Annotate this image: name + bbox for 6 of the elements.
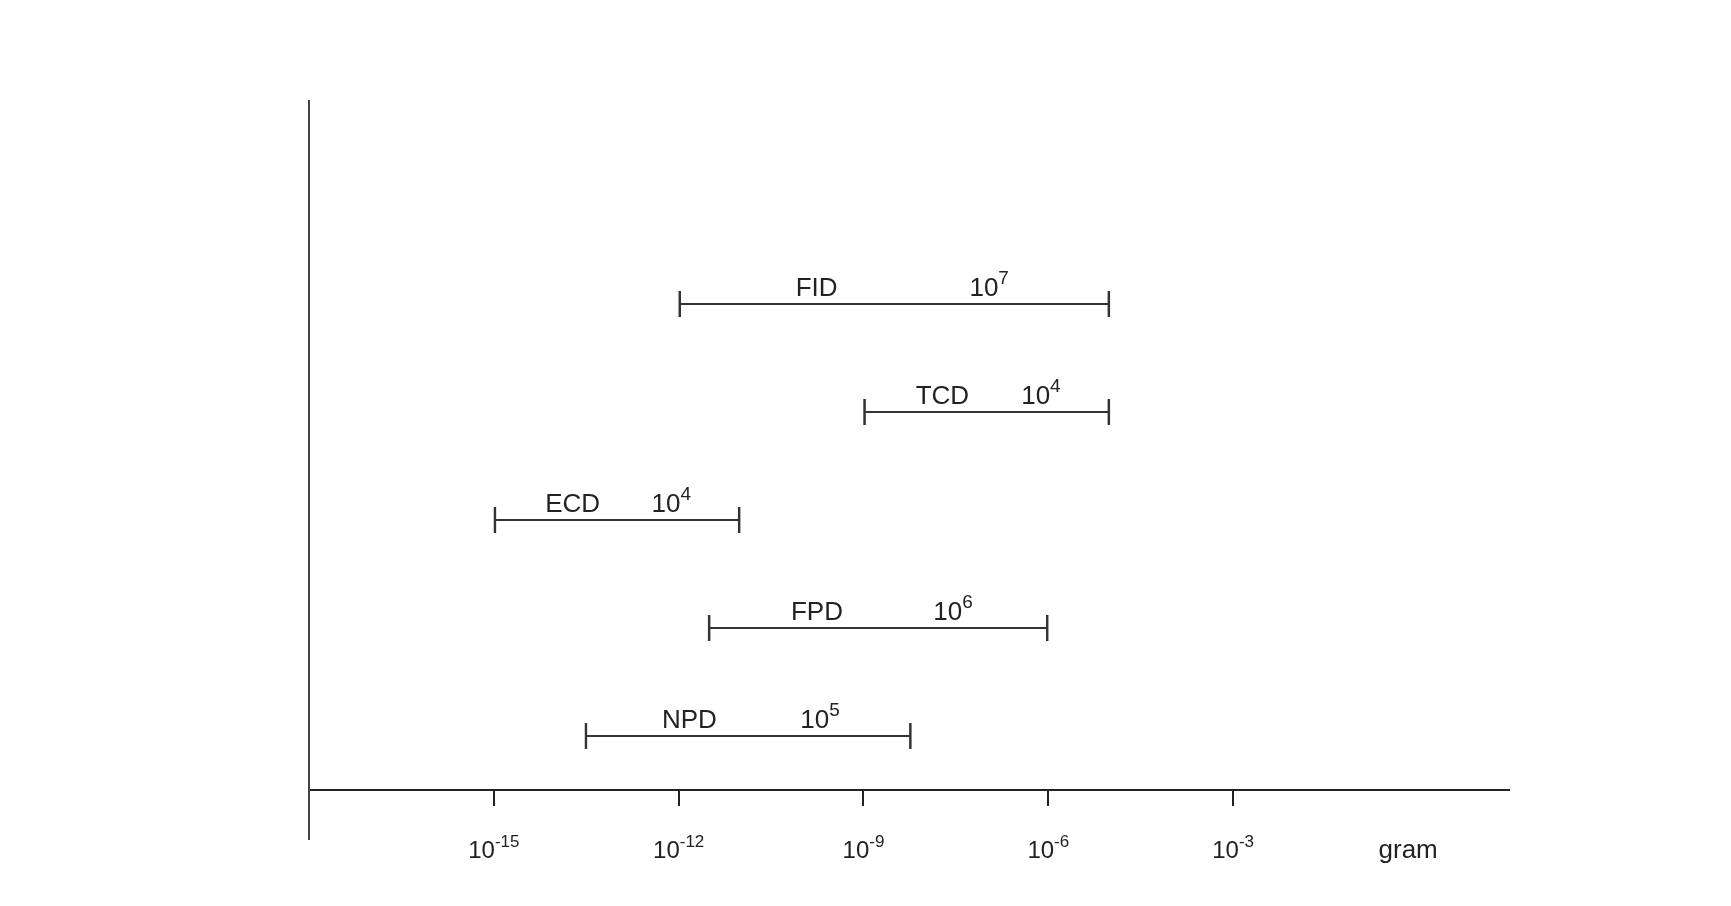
y-tick-label: FID [795,272,838,302]
x-axis-title: gram [1378,834,1438,864]
y-tick-label: ECD [545,488,601,518]
y-tick-label: NPD [661,704,717,734]
y-tick-label: TCD [915,380,970,410]
y-tick-label: FPD [790,596,843,626]
